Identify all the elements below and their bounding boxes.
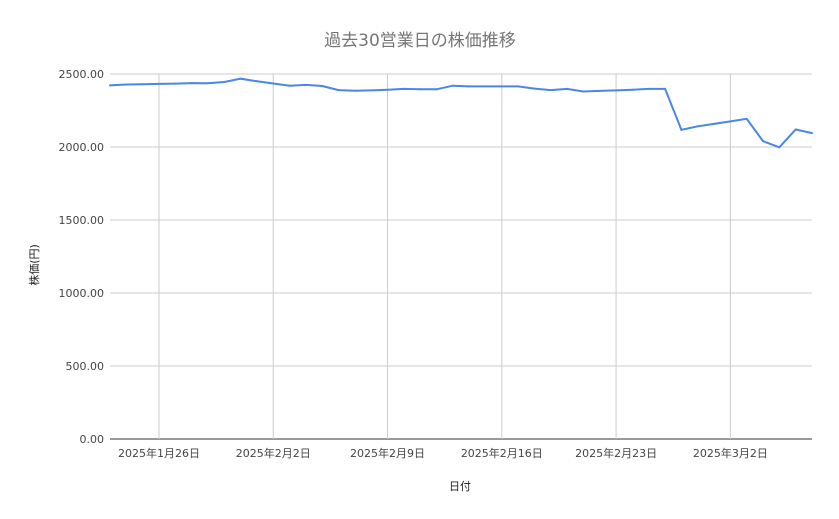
x-axis-title: 日付 — [449, 480, 471, 493]
data-point — [745, 117, 748, 120]
data-point — [762, 140, 765, 143]
data-point — [729, 120, 732, 123]
data-point — [713, 122, 716, 125]
y-tick-label: 0.00 — [80, 433, 105, 446]
data-point — [435, 88, 438, 91]
data-point — [631, 88, 634, 91]
y-tick-label: 2000.00 — [59, 141, 105, 154]
data-point — [157, 82, 160, 85]
data-point — [125, 83, 128, 86]
data-point — [582, 90, 585, 93]
y-tick-label: 2500.00 — [59, 68, 105, 81]
data-point — [190, 82, 193, 85]
data-point — [517, 85, 520, 88]
y-tick-label: 500.00 — [66, 360, 105, 373]
y-axis-title: 株価(円) — [27, 244, 41, 286]
data-point — [239, 77, 242, 80]
data-point — [353, 89, 356, 92]
x-tick-label: 2025年3月2日 — [693, 446, 768, 460]
data-point — [386, 88, 389, 91]
data-point — [647, 87, 650, 90]
y-tick-label: 1500.00 — [59, 214, 105, 227]
data-point — [468, 85, 471, 88]
data-point — [500, 85, 503, 88]
data-point — [337, 89, 340, 92]
x-tick-label: 2025年2月23日 — [575, 446, 657, 460]
data-point — [288, 84, 291, 87]
x-tick-label: 2025年2月16日 — [461, 446, 543, 460]
data-point — [811, 132, 813, 135]
data-point — [549, 89, 552, 92]
data-point — [321, 84, 324, 87]
data-point — [598, 89, 601, 92]
data-point — [402, 87, 405, 90]
data-point — [794, 128, 797, 131]
x-tick-label: 2025年1月26日 — [118, 446, 200, 460]
data-point — [696, 125, 699, 128]
x-tick-label: 2025年2月2日 — [236, 446, 311, 460]
x-tick-label: 2025年2月9日 — [350, 446, 425, 460]
data-point — [778, 146, 781, 149]
data-point — [484, 85, 487, 88]
data-point — [304, 83, 307, 86]
data-point — [615, 89, 618, 92]
data-point — [533, 87, 536, 90]
series-line — [109, 77, 813, 149]
data-point — [664, 87, 667, 90]
data-point — [206, 82, 209, 85]
data-point — [419, 88, 422, 91]
data-point — [174, 82, 177, 85]
data-point — [680, 128, 683, 131]
data-point — [255, 80, 258, 83]
data-point — [141, 83, 144, 86]
data-point — [109, 84, 111, 87]
chart-title: 過去30営業日の株価推移 — [324, 31, 516, 51]
data-point — [370, 89, 373, 92]
data-point — [566, 87, 569, 90]
data-point — [272, 82, 275, 85]
data-point — [223, 81, 226, 84]
data-point — [451, 84, 454, 87]
y-tick-label: 1000.00 — [59, 287, 105, 300]
